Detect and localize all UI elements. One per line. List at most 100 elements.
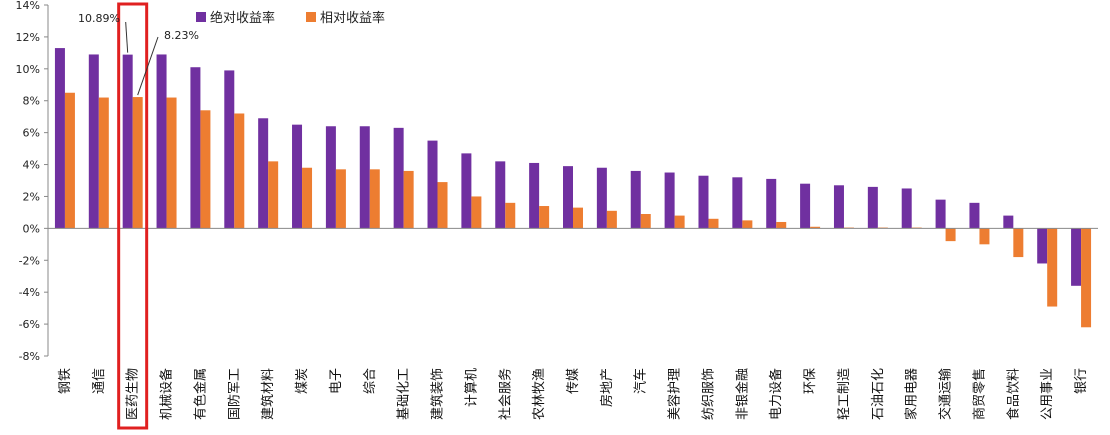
bar-absolute-19 [698,175,709,229]
y-axis-ticks: -8% -6% -4% -2% 0% 2% 4% 6% 8% 10% 12% 14% [16,0,48,363]
legend-swatch-absolute [196,12,206,22]
bar-absolute-6 [258,118,269,229]
bar-absolute-3 [156,54,167,229]
category-label: 通信 [92,368,107,394]
category-labels: 钢铁 通信 医药生物 机械设备 有色金属 国防军工 建筑材料 煤炭 电子 综合 基础化工 建筑装饰 计算… [58,368,1089,420]
y-tick-label: 6% [23,127,40,140]
y-tick-label: -2% [19,254,40,267]
category-label: 非银金融 [734,368,750,420]
category-label: 汽车 [633,368,649,394]
bar-relative-10 [403,170,414,229]
y-tick-label: 10% [16,63,40,76]
bar-relative-5 [234,113,245,229]
bar-relative-17 [640,214,651,229]
category-label: 环保 [803,368,818,394]
category-label: 房地产 [599,368,615,407]
bar-relative-20 [742,220,753,229]
y-tick-label: -8% [19,350,40,363]
category-label: 电子 [329,368,344,394]
bar-absolute-16 [596,167,607,229]
bar-relative-26 [945,228,956,242]
annotation-label: 8.23% [164,29,199,42]
bar-absolute-10 [393,127,404,229]
bar-relative-19 [708,218,719,229]
category-label: 综合 [363,368,378,394]
bar-relative-15 [573,207,583,229]
bar-relative-22 [810,226,821,229]
bar-relative-3 [166,97,177,229]
category-label: 国防军工 [226,368,242,420]
bar-absolute-17 [630,170,641,229]
bar-relative-16 [606,210,617,229]
bar-absolute-25 [901,188,912,229]
bar-relative-1 [98,97,109,229]
bars-group [54,48,1092,328]
category-label: 银行 [1074,368,1089,394]
bar-absolute-8 [325,126,336,229]
category-label: 公用事业 [1040,368,1055,420]
bar-relative-27 [979,228,990,245]
category-label: 机械设备 [159,368,175,420]
bar-relative-21 [776,221,787,229]
bar-relative-13 [505,202,516,229]
bar-absolute-26 [935,199,946,229]
category-label: 有色金属 [192,368,208,420]
category-label: 传媒 [566,368,581,394]
y-tick-label: 2% [23,190,40,203]
category-label: 医药生物 [126,368,141,420]
category-label: 轻工制造 [837,368,852,420]
legend-swatch-relative [306,12,316,22]
bar-absolute-1 [88,54,99,229]
bar-absolute-23 [833,185,844,229]
y-tick-label: -6% [19,318,40,331]
bar-absolute-0 [54,48,65,229]
y-tick-label: 8% [23,95,40,108]
category-label: 农林牧渔 [532,368,547,420]
y-tick-label: 0% [23,222,40,235]
bar-absolute-9 [359,126,370,229]
category-label: 食品饮料 [1005,368,1021,420]
bar-absolute-20 [732,177,743,229]
category-label: 基础化工 [397,368,412,420]
bar-absolute-11 [427,140,438,229]
legend-label-relative: 相对收益率 [320,10,385,26]
bar-absolute-28 [1003,215,1014,229]
y-tick-label: 4% [23,159,40,172]
category-label: 交通运输 [938,368,954,420]
category-label: 纺织服饰 [701,368,716,420]
category-label: 商贸零售 [971,368,987,420]
legend: 绝对收益率 相对收益率 [196,10,385,26]
bar-relative-18 [674,215,685,229]
bar-relative-30 [1081,228,1092,328]
category-label: 煤炭 [295,368,310,394]
bar-absolute-5 [224,70,235,229]
y-tick-label: 12% [16,31,40,44]
annotation-leader [137,36,159,96]
y-tick-label: -4% [19,286,40,299]
annotations: 10.89% 8.23% [78,12,199,96]
y-tick-label: 14% [16,0,40,12]
category-label: 建筑材料 [260,368,276,420]
bar-absolute-4 [190,67,201,229]
bar-relative-9 [369,169,380,229]
bar-relative-12 [471,196,482,229]
bar-relative-28 [1013,228,1024,258]
bar-absolute-22 [800,183,811,229]
bar-absolute-27 [969,202,980,229]
bar-absolute-30 [1071,228,1082,286]
bar-relative-6 [268,161,279,229]
bar-relative-4 [200,110,211,229]
category-label: 社会服务 [497,368,513,420]
bar-absolute-24 [867,186,878,229]
bar-absolute-29 [1037,228,1048,264]
bar-absolute-14 [529,162,540,229]
bar-relative-11 [437,182,448,229]
bar-relative-2 [132,97,143,229]
legend-label-absolute: 绝对收益率 [210,10,275,26]
category-label: 家用电器 [904,368,920,420]
annotation-leader [125,21,129,53]
annotation-label: 10.89% [78,12,120,25]
bar-absolute-18 [664,172,675,229]
highlight-box [117,2,149,430]
bar-relative-7 [302,167,313,229]
